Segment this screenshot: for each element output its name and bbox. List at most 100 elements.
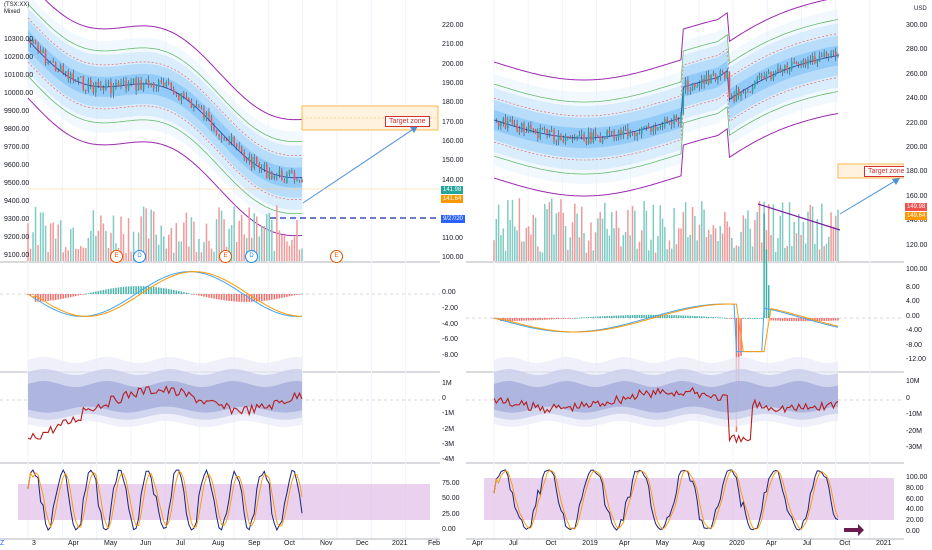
right-price-axis[interactable]: 300.00 280.00 260.00 240.00 220.00 200.00 180.…	[904, 0, 932, 550]
volume-bar	[180, 241, 183, 261]
volume-bar	[544, 203, 546, 261]
macd-histogram-bar	[696, 316, 698, 318]
macd-histogram-bar	[608, 315, 611, 318]
candle-body	[208, 112, 210, 117]
macd-histogram-bar	[788, 318, 791, 321]
candle-body	[185, 96, 188, 100]
event-earnings-icon[interactable]: E	[219, 250, 232, 263]
candle-body	[830, 52, 832, 57]
volume-bar	[288, 245, 291, 261]
price-tick: 25.00	[442, 510, 460, 518]
volume-bar	[682, 211, 685, 261]
axis-tick: 10100.00	[4, 72, 34, 79]
price-tick: 100.00	[906, 266, 928, 273]
volume-bar	[560, 199, 562, 261]
axis-tick: 9100.00	[4, 252, 30, 259]
macd-histogram-bar	[629, 315, 631, 318]
candle-body	[684, 80, 687, 90]
macd-histogram-bar	[82, 294, 85, 295]
volume-bar	[248, 207, 250, 261]
right-chart-canvas[interactable]	[466, 0, 904, 550]
price-tick: 120.00	[906, 241, 928, 249]
candle-body	[772, 75, 775, 79]
volume-bar	[583, 233, 585, 261]
candle-body	[203, 108, 205, 119]
event-dividend-icon[interactable]: D	[245, 250, 258, 263]
candle-body	[288, 170, 291, 174]
volume-bar	[546, 209, 548, 261]
volume-bar	[728, 226, 731, 261]
macd-histogram-bar	[684, 315, 687, 318]
right-chart-pane[interactable]: Target zone Apr Jul Oct 2019 Apr May Aug 2020 Ap…	[466, 0, 904, 550]
candle-body	[604, 138, 606, 140]
volume-bar	[495, 219, 498, 261]
macd-histogram-bar	[786, 318, 788, 321]
left-chart-canvas[interactable]	[0, 0, 440, 550]
volume-bar	[578, 237, 581, 261]
candle-body	[703, 78, 705, 84]
macd-histogram-bar	[712, 317, 715, 318]
volume-bar	[758, 201, 761, 261]
volume-bar	[807, 211, 809, 261]
macd-histogram-bar	[767, 285, 770, 318]
volume-bar	[220, 210, 223, 261]
candle-body	[29, 39, 32, 44]
volume-bar	[90, 230, 92, 261]
volume-bar	[59, 220, 62, 261]
volume-bar	[215, 219, 218, 261]
time-axis-label: Dec	[356, 540, 369, 547]
macd-histogram-bar	[130, 286, 132, 294]
upper-envelope	[493, 0, 828, 81]
candle-body	[680, 113, 682, 124]
volume-bar	[627, 209, 629, 261]
volume-bar	[786, 246, 788, 261]
volume-bar	[537, 246, 539, 261]
macd-histogram-bar	[509, 318, 511, 322]
flow-line	[493, 386, 839, 445]
volume-bar	[636, 248, 638, 261]
candle-body	[576, 136, 578, 138]
candle-body	[85, 89, 87, 92]
candle-body	[261, 167, 263, 169]
candle-body	[160, 80, 162, 83]
volume-bar	[278, 230, 281, 261]
volume-bar	[671, 248, 673, 261]
left-price-axis[interactable]: 220.00 210.00 200.00 190.00 180.00 170.00 160.…	[440, 0, 466, 550]
volume-bar	[145, 208, 147, 261]
volume-bar	[62, 252, 64, 261]
candle-body	[645, 126, 648, 128]
volume-bar	[550, 198, 553, 261]
macd-histogram-bar	[205, 294, 208, 298]
volume-bar	[107, 247, 110, 261]
volume-bar	[140, 216, 142, 261]
event-earnings-icon[interactable]: E	[110, 250, 123, 263]
volume-bar	[580, 206, 583, 261]
macd-histogram-bar	[758, 318, 761, 319]
macd-histogram-bar	[42, 294, 44, 302]
candle-body	[631, 131, 634, 133]
event-dividend-icon[interactable]: D	[133, 250, 146, 263]
macd-histogram-bar	[724, 317, 726, 319]
macd-histogram-bar	[761, 318, 763, 319]
volume-bar	[761, 242, 763, 261]
candle-body	[155, 87, 157, 89]
left-chart-pane[interactable]: (TSX:XX) Mixed Target zone E D E D E 141…	[0, 0, 440, 550]
corner-label[interactable]: Z	[0, 540, 5, 547]
price-tick: -10M	[906, 411, 922, 418]
volume-bar	[518, 198, 521, 261]
candle-body	[532, 128, 534, 130]
candle-body	[140, 80, 142, 90]
candle-body	[539, 128, 541, 139]
macd-histogram-bar	[689, 315, 691, 318]
price-tick: 0.00	[906, 312, 920, 320]
macd-histogram-bar	[137, 286, 140, 294]
event-earnings-icon[interactable]: E	[330, 250, 343, 263]
volume-bar	[707, 229, 710, 261]
volume-bar	[747, 210, 749, 261]
volume-bar	[777, 238, 779, 261]
candle-body	[233, 137, 235, 144]
price-tick: 190.00	[442, 80, 464, 87]
candle-body	[248, 156, 250, 162]
volume-bar	[837, 209, 839, 261]
macd-histogram-bar	[115, 287, 117, 294]
